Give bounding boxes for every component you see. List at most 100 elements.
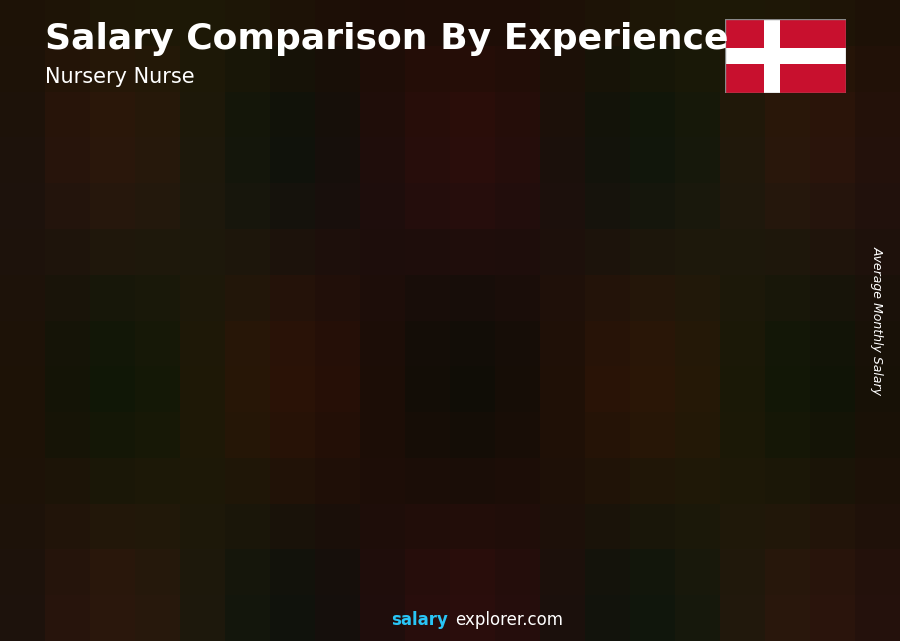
Bar [225,504,270,549]
Bar [720,320,765,366]
Bar [540,46,585,92]
Bar [360,46,405,92]
Text: +18%: +18% [360,197,432,217]
Bar [180,504,225,549]
Bar [215,375,282,577]
Bar [360,229,405,275]
Bar [720,504,765,549]
Bar [630,137,675,183]
Bar [135,229,180,275]
Bar [495,366,540,412]
Bar [45,229,90,275]
Bar [86,417,90,577]
Bar [135,412,180,458]
Bar [45,183,90,229]
Bar [450,183,495,229]
Bar [450,320,495,366]
Bar [765,137,810,183]
Bar [0,320,45,366]
Bar [45,412,90,458]
Bar [405,92,450,137]
Bar [810,229,855,275]
Bar [675,458,720,504]
Text: +11%: +11% [489,171,561,190]
Bar [630,92,675,137]
Bar [405,320,450,366]
Bar [45,504,90,549]
Bar [225,0,270,46]
Bar [343,561,410,577]
Bar [135,92,180,137]
Bar [360,183,405,229]
FancyArrowPatch shape [309,263,370,301]
Bar [765,0,810,46]
Bar [585,275,630,320]
Bar [90,549,135,595]
Bar [315,229,360,275]
Bar [630,366,675,412]
Bar [0,549,45,595]
Bar [585,366,630,412]
Bar [180,412,225,458]
Bar [180,137,225,183]
Bar [90,320,135,366]
Bar [600,231,667,577]
Bar [720,275,765,320]
Bar [810,504,855,549]
Bar [225,92,270,137]
Bar [360,549,405,595]
Bar [90,46,135,92]
Bar [360,504,405,549]
Bar [540,320,585,366]
Bar [540,412,585,458]
Bar [225,183,270,229]
Bar [765,46,810,92]
Bar [405,504,450,549]
Bar [675,92,720,137]
Bar [405,229,450,275]
Bar [360,366,405,412]
Bar [810,92,855,137]
Bar [540,458,585,504]
Bar [720,0,765,46]
Bar [270,183,315,229]
Bar [135,458,180,504]
Bar [630,229,675,275]
Bar [764,19,780,93]
Bar [585,183,630,229]
Bar [720,229,765,275]
Bar [495,504,540,549]
Bar [675,137,720,183]
Bar [360,595,405,641]
Bar [405,137,450,183]
Bar [270,549,315,595]
Text: salary: salary [392,612,448,629]
Bar [225,137,270,183]
Bar [405,275,450,320]
Bar [86,567,153,577]
Bar [630,412,675,458]
Bar [315,549,360,595]
Bar [495,595,540,641]
Bar [540,504,585,549]
Bar [720,92,765,137]
Bar [810,366,855,412]
Bar [0,92,45,137]
Bar [0,595,45,641]
Bar [270,275,315,320]
Bar [90,412,135,458]
Bar [540,275,585,320]
Bar [810,46,855,92]
Bar [855,275,900,320]
Bar [540,549,585,595]
Bar [315,504,360,549]
Bar [585,458,630,504]
Bar [225,229,270,275]
Bar [810,595,855,641]
Bar [315,595,360,641]
FancyArrowPatch shape [707,180,753,199]
Bar [450,595,495,641]
Bar [765,229,810,275]
Bar [90,595,135,641]
Bar [729,554,796,577]
